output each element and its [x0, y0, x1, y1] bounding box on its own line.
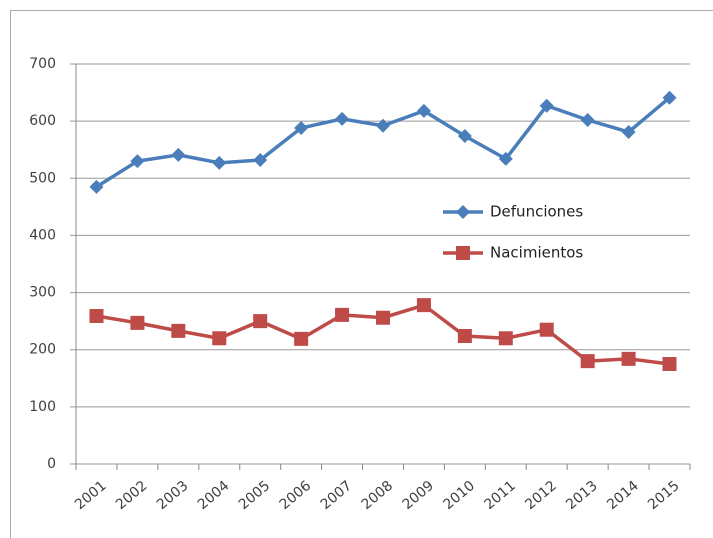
x-tick-label: 2010 — [440, 478, 478, 513]
marker — [130, 154, 145, 169]
marker — [253, 153, 268, 167]
marker — [376, 118, 390, 133]
x-tick-label: 2011 — [481, 478, 519, 513]
x-tick-label: 2014 — [604, 478, 642, 513]
series-line — [95, 96, 671, 189]
x-tick-label: 2002 — [113, 478, 151, 513]
marker — [335, 111, 350, 126]
x-tick-label: 2005 — [236, 478, 274, 513]
y-tick-label: 400 — [29, 227, 56, 243]
marker — [498, 151, 513, 166]
x-tick-label: 2001 — [72, 478, 110, 513]
marker — [89, 179, 104, 194]
marker — [335, 307, 350, 322]
marker — [376, 310, 390, 325]
marker — [294, 331, 309, 346]
marker — [456, 205, 470, 219]
marker — [621, 125, 636, 139]
chart-frame — [10, 10, 713, 538]
marker — [212, 155, 227, 170]
legend-label: Nacimientos — [490, 244, 583, 262]
marker — [130, 315, 145, 330]
x-tick-label: 2012 — [522, 478, 560, 513]
marker — [457, 129, 472, 143]
x-tick-label: 2015 — [645, 478, 683, 513]
marker — [580, 354, 595, 369]
x-tick-label: 2009 — [399, 478, 437, 513]
x-tick-label: 2006 — [277, 478, 315, 513]
marker — [171, 147, 186, 162]
y-tick-label: 300 — [29, 285, 56, 301]
y-tick-label: 600 — [29, 113, 56, 129]
marker — [253, 314, 268, 329]
x-tick-label: 2003 — [154, 478, 192, 513]
y-tick-label: 500 — [29, 170, 56, 186]
x-tick-label: 2013 — [563, 478, 601, 513]
marker — [212, 331, 227, 346]
marker — [662, 357, 677, 371]
marker — [539, 322, 554, 337]
marker — [662, 90, 677, 105]
marker — [621, 351, 636, 366]
y-tick-label: 200 — [29, 342, 56, 358]
x-tick-label: 2007 — [318, 478, 356, 513]
marker — [416, 103, 431, 118]
marker — [498, 331, 513, 346]
marker — [539, 98, 554, 113]
y-tick-label: 0 — [47, 456, 56, 472]
x-tick-label: 2008 — [359, 478, 397, 513]
marker — [456, 246, 470, 260]
marker — [580, 113, 595, 127]
y-tick-label: 100 — [29, 399, 56, 415]
y-tick-label: 700 — [29, 56, 56, 72]
legend-label: Defunciones — [490, 203, 583, 221]
marker — [416, 298, 431, 313]
x-tick-label: 2004 — [195, 478, 233, 513]
marker — [457, 329, 472, 343]
marker — [171, 323, 186, 338]
marker — [89, 309, 104, 323]
marker — [294, 121, 309, 135]
